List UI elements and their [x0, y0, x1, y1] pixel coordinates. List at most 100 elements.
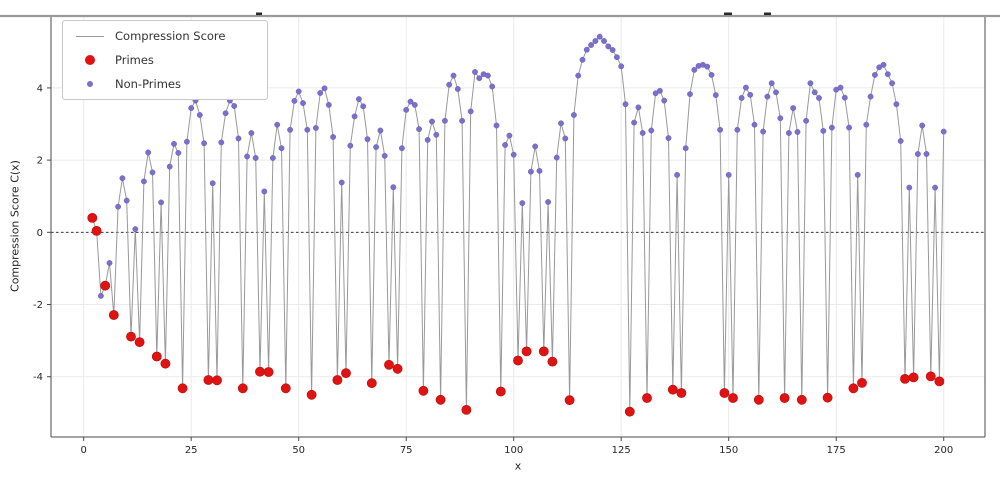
prime-marker	[547, 356, 558, 367]
non-prime-marker	[872, 72, 878, 78]
x-ticks: 0 25 50 75 100 125 150 175 200	[80, 437, 953, 456]
non-prime-marker	[794, 129, 801, 135]
non-prime-marker	[829, 124, 835, 131]
non-prime-marker	[712, 92, 719, 99]
non-prime-marker	[377, 127, 384, 134]
legend-label: Compression Score	[115, 29, 226, 43]
non-prime-marker	[403, 107, 410, 113]
non-prime-marker	[454, 86, 461, 92]
y-tick-label: 0	[37, 228, 43, 239]
non-prime-marker	[562, 135, 569, 142]
prime-marker	[779, 393, 790, 403]
non-prime-marker	[166, 163, 173, 170]
non-prime-marker	[846, 124, 852, 131]
prime-marker	[384, 359, 394, 370]
non-prime-marker	[145, 149, 152, 156]
non-prime-marker	[261, 188, 268, 195]
prime-marker	[134, 337, 145, 347]
prime-marker	[212, 375, 222, 386]
prime-marker	[203, 375, 214, 385]
non-prime-marker	[575, 72, 582, 79]
non-prime-marker	[390, 184, 397, 191]
non-prime-marker	[364, 136, 371, 143]
non-prime-marker	[837, 84, 844, 91]
non-prime-marker	[747, 91, 754, 98]
non-prime-marker	[738, 95, 745, 101]
prime-marker	[728, 393, 738, 403]
prime-marker	[160, 358, 171, 369]
prime-marker	[908, 372, 919, 383]
non-prime-marker	[820, 127, 827, 134]
non-prime-marker	[532, 143, 539, 150]
non-prime-marker	[171, 140, 177, 147]
non-prime-marker	[321, 85, 328, 92]
non-prime-marker	[876, 64, 883, 71]
y-axis-label: Compression Score C(x)	[8, 160, 22, 292]
non-prime-marker	[932, 184, 938, 191]
non-prime-marker	[218, 139, 225, 146]
prime-marker	[255, 366, 265, 377]
x-tick-label: 0	[80, 445, 86, 456]
prime-marker	[796, 394, 807, 405]
non-prime-marker	[893, 101, 900, 108]
clipped-title-text-artifact	[256, 12, 262, 16]
prime-marker	[461, 404, 472, 415]
x-tick-label: 50	[292, 445, 305, 456]
prime-marker	[676, 388, 687, 398]
non-prime-marker	[119, 175, 126, 182]
non-prime-marker	[347, 142, 354, 149]
non-prime-marker	[175, 149, 182, 156]
non-prime-marker	[252, 155, 259, 161]
non-prime-marker	[338, 179, 345, 186]
non-prime-marker	[429, 118, 435, 125]
non-prime-marker	[691, 67, 698, 73]
legend-label: Non-Primes	[115, 77, 182, 91]
prime-marker	[280, 383, 291, 394]
non-prime-marker	[674, 171, 680, 178]
prime-marker	[848, 383, 859, 394]
non-prime-marker	[807, 80, 814, 87]
legend-item-primes: Primes	[75, 50, 257, 70]
legend-label: Primes	[115, 53, 154, 67]
non-prime-marker	[687, 91, 693, 98]
non-prime-marker	[450, 72, 457, 79]
non-prime-marker	[635, 104, 642, 111]
non-prime-marker	[764, 93, 771, 100]
x-tick-label: 125	[612, 445, 631, 456]
non-prime-marker	[467, 108, 474, 115]
prime-marker	[392, 363, 403, 374]
non-prime-marker	[381, 152, 388, 159]
non-prime-marker	[196, 112, 203, 118]
non-prime-markers	[98, 33, 947, 299]
prime-marker	[900, 373, 910, 384]
non-prime-marker	[201, 140, 208, 147]
non-prime-marker	[558, 120, 564, 127]
x-tick-label: 25	[185, 445, 198, 456]
non-prime-marker	[235, 135, 242, 142]
non-prime-marker	[571, 112, 577, 118]
purple-dot-icon	[75, 81, 105, 87]
non-prime-marker	[484, 72, 491, 79]
non-prime-marker	[300, 100, 306, 107]
prime-marker	[521, 346, 532, 357]
non-prime-marker	[760, 128, 766, 135]
non-prime-marker	[476, 75, 483, 82]
clipped-title-text-artifact	[764, 12, 771, 16]
non-prime-marker	[351, 113, 358, 120]
legend-item-non-primes: Non-Primes	[75, 74, 257, 94]
spines	[0, 14, 1000, 438]
non-prime-marker	[248, 130, 255, 136]
non-prime-marker	[545, 199, 551, 205]
non-prime-marker	[312, 125, 319, 131]
prime-marker	[177, 383, 188, 394]
prime-marker	[237, 383, 248, 394]
prime-marker	[341, 368, 351, 378]
prime-marker	[332, 375, 343, 385]
non-prime-marker	[657, 87, 663, 94]
non-prime-marker	[786, 130, 792, 136]
y-tick-label: 4	[37, 83, 43, 94]
prime-marker	[624, 406, 635, 417]
prime-marker	[564, 395, 575, 406]
non-prime-marker	[923, 151, 930, 157]
line-swatch-icon	[75, 35, 105, 37]
